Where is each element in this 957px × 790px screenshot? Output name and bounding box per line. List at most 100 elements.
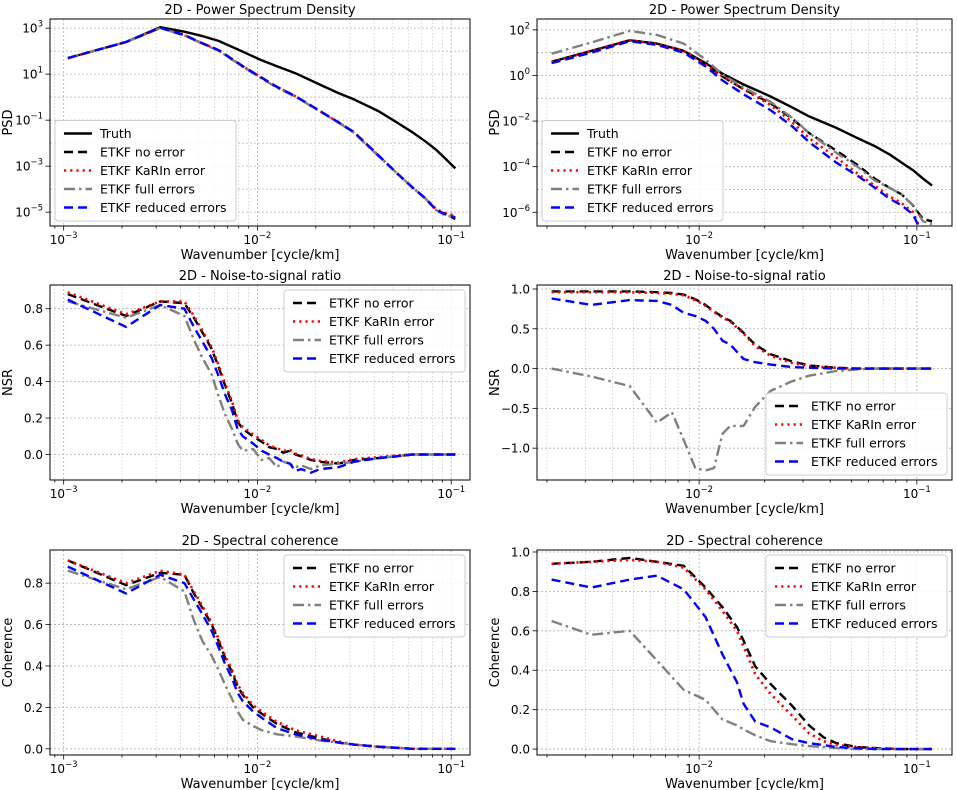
series-line-etkf-reduced-errors: [551, 297, 932, 370]
x-tick-label: 10−1: [437, 485, 465, 501]
x-tick-label: 10−3: [50, 231, 78, 247]
x-tick-label: 10−2: [244, 485, 272, 501]
series-group: [551, 29, 933, 226]
y-axis-label: NSR: [488, 369, 503, 396]
legend-label: ETKF KaRIn error: [100, 163, 206, 178]
series-line-etkf-reduced-errors: [551, 40, 920, 226]
x-axis-label: Wavenumber [cycle/km]: [181, 502, 340, 517]
chart-title: 2D - Spectral coherence: [666, 534, 823, 549]
panel-nsr-right: 10−2 10−1 −1.0 −0.5 0.0 0.5 1.0 2D - Noise-to-s…: [488, 269, 953, 517]
y-tick-label: 0.0: [24, 742, 43, 756]
legend-label: Truth: [586, 126, 619, 141]
plot-frame: [536, 284, 953, 481]
plot-frame: [536, 549, 953, 756]
series-line-etkf-full-errors: [551, 367, 932, 472]
y-tick-label: 1.0: [511, 282, 530, 296]
x-tick-label: 10−2: [244, 760, 272, 776]
x-tick-label: 10−3: [50, 485, 78, 501]
legend-label: ETKF full errors: [811, 436, 906, 451]
x-axis-label: Wavenumber [cycle/km]: [181, 248, 340, 263]
legend-label: ETKF KaRIn error: [811, 579, 917, 594]
series-group: [67, 291, 456, 474]
y-tick-label: 103: [22, 20, 43, 36]
legend-label: ETKF no error: [811, 561, 897, 576]
legend-label: ETKF full errors: [587, 182, 682, 197]
legend-box: [765, 392, 948, 476]
y-tick-label: 0.4: [24, 659, 43, 673]
legend-label: ETKF full errors: [100, 182, 195, 197]
legend: ETKF no error ETKF KaRIn error ETKF full e…: [283, 289, 466, 373]
chart-title: 2D - Spectral coherence: [182, 534, 339, 549]
legend-box: [54, 120, 237, 222]
legend: ETKF no error ETKF KaRIn error ETKF full e…: [283, 554, 466, 638]
y-tick-label: −1.0: [501, 442, 530, 456]
y-tick-label: 0.4: [24, 375, 43, 389]
legend-label: ETKF no error: [811, 399, 897, 414]
y-tick-label: 0.0: [511, 362, 530, 376]
y-tick-label: 100: [509, 67, 530, 83]
x-tick-label: 10−1: [437, 760, 465, 776]
y-tick-label: 0.0: [24, 448, 43, 462]
x-tick-label: 10−2: [685, 760, 713, 776]
series-line-etkf-reduced-errors: [67, 26, 456, 219]
plot-frame: [49, 18, 471, 227]
x-tick-label: 10−1: [903, 760, 931, 776]
chart-title: 2D - Power Spectrum Density: [649, 3, 841, 18]
y-tick-label: 0.6: [511, 624, 530, 638]
x-tick-label: 10−1: [437, 231, 465, 247]
y-axis-label: PSD: [1, 109, 16, 135]
y-axis-label: NSR: [1, 369, 16, 396]
legend: ETKF no error ETKF KaRIn error ETKF full e…: [765, 554, 948, 638]
plot-frame: [49, 284, 471, 481]
y-axis-label: Coherence: [488, 618, 503, 688]
legend-label: ETKF full errors: [811, 598, 906, 613]
series-line-truth: [67, 26, 457, 170]
panel-coh-right: 10−2 10−1 0.0 0.2 0.4 0.6 0.8 1.0 2D - Spectral …: [488, 534, 953, 790]
x-tick-label: 10−2: [244, 231, 272, 247]
x-axis-label: Wavenumber [cycle/km]: [181, 777, 340, 790]
y-tick-label: 0.4: [511, 664, 530, 678]
series-line-etkf-reduced-errors: [551, 574, 932, 751]
legend-label: ETKF reduced errors: [329, 351, 456, 366]
chart-title: 2D - Noise-to-signal ratio: [663, 269, 826, 284]
chart-title: 2D - Power Spectrum Density: [164, 3, 356, 18]
series-line-etkf-no-error: [551, 290, 932, 370]
y-axis-label: PSD: [488, 109, 503, 135]
y-tick-label: 0.0: [511, 743, 530, 757]
plot-frame: [536, 18, 953, 227]
series-line-etkf-reduced-errors: [67, 298, 456, 474]
series-line-truth: [551, 39, 933, 187]
y-tick-label: 1.0: [511, 545, 530, 559]
panel-psd-left: 10−3 10−2 10−1 10−5 10−3 10−1 101 103 2D - Power…: [1, 3, 471, 263]
series-group: [67, 559, 456, 751]
y-tick-label: 10−5: [15, 204, 43, 220]
plot-frame: [49, 549, 471, 756]
y-tick-label: 10−4: [502, 158, 530, 174]
legend-label: ETKF KaRIn error: [811, 417, 917, 432]
y-tick-label: 0.6: [24, 618, 43, 632]
y-tick-label: 10−3: [15, 158, 43, 174]
series-line-etkf-full-errors: [551, 29, 933, 226]
y-tick-label: −0.5: [501, 402, 530, 416]
panel-coh-left: 10−3 10−2 10−1 0.0 0.2 0.4 0.6 0.8 2D - Spectral…: [1, 534, 471, 790]
y-tick-label: 10−2: [502, 113, 530, 129]
legend-label: Truth: [99, 126, 132, 141]
y-tick-label: 10−6: [502, 204, 530, 220]
legend-label: ETKF reduced errors: [811, 454, 938, 469]
legend: ETKF no error ETKF KaRIn error ETKF full e…: [765, 392, 948, 476]
y-tick-label: 102: [509, 21, 530, 37]
y-tick-label: 0.8: [24, 302, 43, 316]
legend-label: ETKF reduced errors: [329, 616, 456, 631]
legend-label: ETKF no error: [100, 145, 186, 160]
legend-label: ETKF KaRIn error: [329, 314, 435, 329]
legend-label: ETKF KaRIn error: [587, 163, 693, 178]
legend-box: [283, 554, 466, 638]
y-tick-label: 0.5: [511, 322, 530, 336]
legend-label: ETKF reduced errors: [587, 200, 714, 215]
y-tick-label: 0.2: [511, 703, 530, 717]
legend-label: ETKF no error: [329, 561, 415, 576]
panel-psd-right: 10−2 10−1 10−6 10−4 10−2 100 102 2D - Power Spe…: [488, 3, 953, 263]
grid: [50, 19, 470, 226]
legend-label: ETKF reduced errors: [811, 616, 938, 631]
